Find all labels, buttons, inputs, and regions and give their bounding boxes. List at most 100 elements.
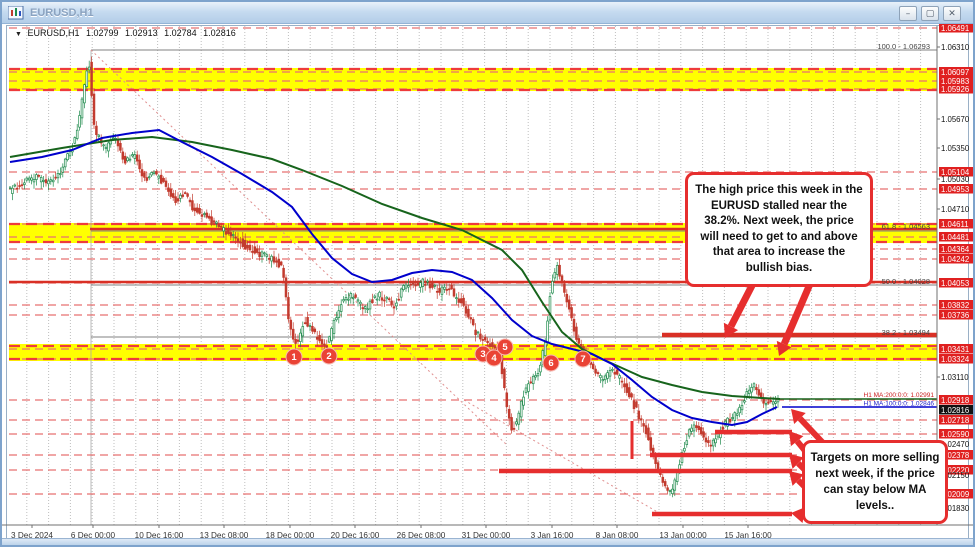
price-tag <box>939 167 973 177</box>
time-label: 3 Dec 2024 <box>11 531 53 540</box>
svg-text:5: 5 <box>502 342 508 353</box>
price-label: 1.04242 <box>941 255 969 264</box>
price-label: 1.06310 <box>941 43 970 52</box>
price-tag <box>939 405 973 415</box>
window-title: EURUSD,H1 <box>30 6 94 19</box>
time-label: 13 Jan 00:00 <box>659 531 707 540</box>
price-label: 1.05983 <box>941 77 969 86</box>
header-low: 1.02784 <box>164 28 197 38</box>
price-tag <box>939 465 973 475</box>
annotation-callout-top: The high price this week in the EURUSD s… <box>685 172 873 288</box>
price-tag <box>939 344 973 354</box>
close-button[interactable]: ✕ <box>943 6 961 21</box>
price-label: 1.02150 <box>941 471 970 480</box>
time-label: 26 Dec 08:00 <box>397 531 446 540</box>
price-label: 1.03324 <box>941 355 970 364</box>
chevron-down-icon: ▼ <box>15 31 22 38</box>
time-label: 20 Dec 16:00 <box>331 531 380 540</box>
fib-label: 61.8 - 1.04563 <box>882 222 930 231</box>
price-tag <box>939 278 973 288</box>
price-tag <box>939 232 973 242</box>
price-label: 1.04364 <box>941 245 970 254</box>
time-axis: 3 Dec 2024 6 Dec 00:00 10 Dec 16:00 13 Dec … <box>2 524 973 540</box>
chart-icon <box>8 5 24 19</box>
header-open: 1.02799 <box>85 28 119 38</box>
header-high: 1.02913 <box>125 28 158 38</box>
price-label: 1.02220 <box>941 466 970 475</box>
header-close: 1.02816 <box>203 28 236 38</box>
fib-label: 50.0 - 1.04028 <box>882 277 930 286</box>
price-label: 1.04953 <box>941 185 969 194</box>
price-tag <box>939 489 973 499</box>
price-label: 1.06491 <box>941 24 969 33</box>
price-label: 1.02718 <box>941 416 969 425</box>
svg-text:6: 6 <box>548 358 553 369</box>
price-label: 1.03736 <box>941 311 969 320</box>
price-label: 1.05104 <box>941 168 970 177</box>
time-label: 15 Jan 16:00 <box>724 531 772 540</box>
price-label: 1.02378 <box>941 451 969 460</box>
price-tag <box>939 219 973 229</box>
price-label: 1.02470 <box>941 440 970 449</box>
fib-label: 38.2 - 1.03494 <box>882 328 930 337</box>
time-label: 10 Dec 16:00 <box>135 531 184 540</box>
fib-label: 100.0 - 1.06293 <box>877 42 930 51</box>
numbered-marker: 1 <box>285 348 303 366</box>
price-label: 1.05030 <box>941 175 970 184</box>
ma-200-line <box>9 135 781 400</box>
status-strip <box>2 538 973 545</box>
price-label: 1.02590 <box>941 430 970 439</box>
time-label: 8 Jan 08:00 <box>596 531 639 540</box>
price-label: 1.02009 <box>941 490 969 499</box>
price-label: 1.03832 <box>941 301 969 310</box>
candles-layer <box>9 56 780 498</box>
price-tag <box>939 184 973 194</box>
time-label: 18 Dec 00:00 <box>266 531 315 540</box>
price-label: 1.04611 <box>941 220 969 229</box>
time-label: 3 Jan 16:00 <box>531 531 574 540</box>
window-titlebar[interactable]: EURUSD,H1 <box>2 2 973 24</box>
header-symbol: EURUSD,H1 <box>27 28 80 38</box>
price-label: 1.05926 <box>941 85 969 94</box>
numbered-marker: 4 <box>485 349 503 367</box>
price-tag <box>939 67 973 77</box>
ma-100-line <box>9 128 778 427</box>
price-tag <box>939 300 973 310</box>
svg-text:1: 1 <box>291 352 297 363</box>
price-tag <box>939 395 973 405</box>
time-label: 13 Dec 08:00 <box>200 531 249 540</box>
price-label: 1.05670 <box>941 115 970 124</box>
price-tag <box>939 254 973 264</box>
time-label: 31 Dec 00:00 <box>462 531 511 540</box>
numbered-marker: 5 <box>496 338 514 356</box>
price-label: 1.04053 <box>941 279 969 288</box>
dotted-trendline <box>90 49 509 447</box>
numbered-marker: 2 <box>320 347 338 365</box>
price-label: 1.02918 <box>941 396 969 405</box>
svg-text:2: 2 <box>326 351 331 362</box>
svg-text:7: 7 <box>580 354 585 365</box>
price-label: 1.04710 <box>941 205 970 214</box>
price-label: 1.01830 <box>941 504 970 513</box>
numbered-marker: 6 <box>542 354 560 372</box>
price-tag <box>939 310 973 320</box>
price-tag <box>939 23 973 33</box>
price-label: 1.05350 <box>941 144 970 153</box>
numbered-marker: 7 <box>574 350 592 368</box>
price-label: 1.02816 <box>941 406 969 415</box>
svg-text:3: 3 <box>480 349 485 360</box>
price-label: 1.06097 <box>941 68 969 77</box>
price-tag <box>939 84 973 94</box>
time-label: 6 Dec 00:00 <box>71 531 116 540</box>
price-tag <box>939 244 973 254</box>
price-tag <box>939 415 973 425</box>
annotation-callout-bottom: Targets on more selling next week, if th… <box>802 440 948 525</box>
restore-button[interactable]: ▢ <box>921 6 939 21</box>
price-tag <box>939 450 973 460</box>
price-label: 1.03431 <box>941 345 969 354</box>
price-tag <box>939 76 973 86</box>
price-tag <box>939 429 973 439</box>
minimize-button[interactable]: – <box>899 6 917 21</box>
